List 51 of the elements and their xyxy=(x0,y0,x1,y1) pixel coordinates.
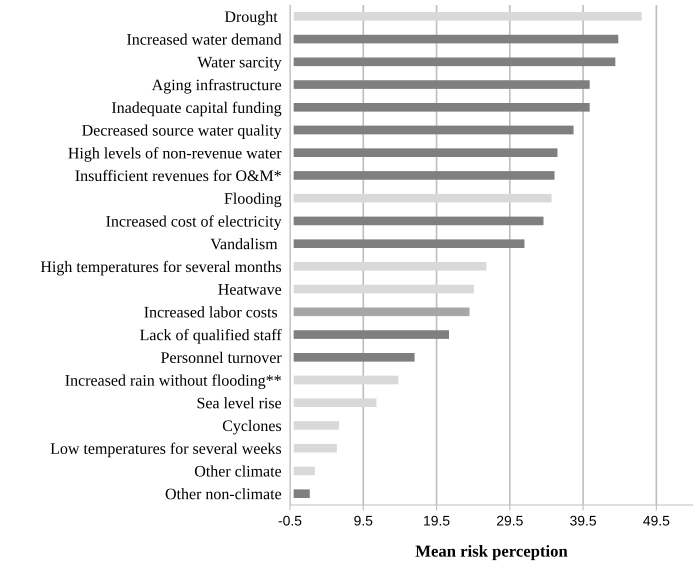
bar xyxy=(294,126,574,134)
y-tick-label: High levels of non-revenue water xyxy=(68,147,282,162)
bar xyxy=(294,284,474,294)
x-tick-label: 29.5 xyxy=(497,516,523,526)
bar xyxy=(294,58,616,66)
bar xyxy=(294,330,449,339)
bar xyxy=(294,239,524,248)
bar xyxy=(294,80,590,89)
y-tick-label: Flooding xyxy=(224,192,282,208)
y-tick-label: Inadequate capital funding xyxy=(112,102,282,116)
bar xyxy=(294,489,310,498)
y-tick-label: Increased rain without flooding** xyxy=(65,374,281,390)
x-tick-label: -0.5 xyxy=(278,516,302,526)
y-tick-label: Increased cost of electricity xyxy=(106,215,282,230)
x-tick-label: 19.5 xyxy=(424,516,450,526)
bar xyxy=(294,444,337,452)
y-tick-label: Decreased source water quality xyxy=(82,124,282,139)
bar xyxy=(294,262,486,271)
bar xyxy=(294,34,618,44)
y-tick-label: Sea level rise xyxy=(198,397,282,408)
y-tick-label: Insufficient revenues for O&M* xyxy=(75,170,281,182)
bar xyxy=(294,376,398,384)
bar xyxy=(294,102,590,112)
y-tick-label: Other climate xyxy=(194,465,282,477)
y-tick-label: Cyclones xyxy=(222,420,282,434)
bar xyxy=(294,148,558,158)
bar xyxy=(294,12,642,21)
y-tick-label: Aging infrastructure xyxy=(152,78,282,94)
bar xyxy=(294,421,340,430)
y-tick-label: Increased water demand xyxy=(127,34,282,45)
y-tick-label: Low temperatures for several weeks xyxy=(50,442,282,458)
y-tick-label: Personnel turnover xyxy=(161,352,282,363)
x-tick-label: 49.5 xyxy=(643,516,670,526)
y-tick-label: Drought xyxy=(224,10,278,26)
y-tick-label: Water sarcity xyxy=(197,56,282,71)
bar xyxy=(294,194,552,202)
bar xyxy=(294,171,555,180)
bar xyxy=(294,216,544,226)
x-tick-label: 9.5 xyxy=(354,516,372,526)
bar xyxy=(294,308,470,316)
bar xyxy=(294,466,315,476)
x-tick-label: 39.5 xyxy=(570,516,596,526)
x-axis-title: Mean risk perception xyxy=(416,545,568,560)
y-tick-label: Heatwave xyxy=(218,284,282,295)
bar xyxy=(294,398,376,408)
bar xyxy=(294,352,415,362)
y-tick-label: Vandalism xyxy=(210,238,278,250)
y-tick-label: Lack of qualified staff xyxy=(140,328,282,344)
y-tick-label: High temperatures for several months xyxy=(40,260,282,276)
y-tick-label: Other non-climate xyxy=(166,488,282,500)
y-tick-label: Increased labor costs xyxy=(144,306,278,318)
